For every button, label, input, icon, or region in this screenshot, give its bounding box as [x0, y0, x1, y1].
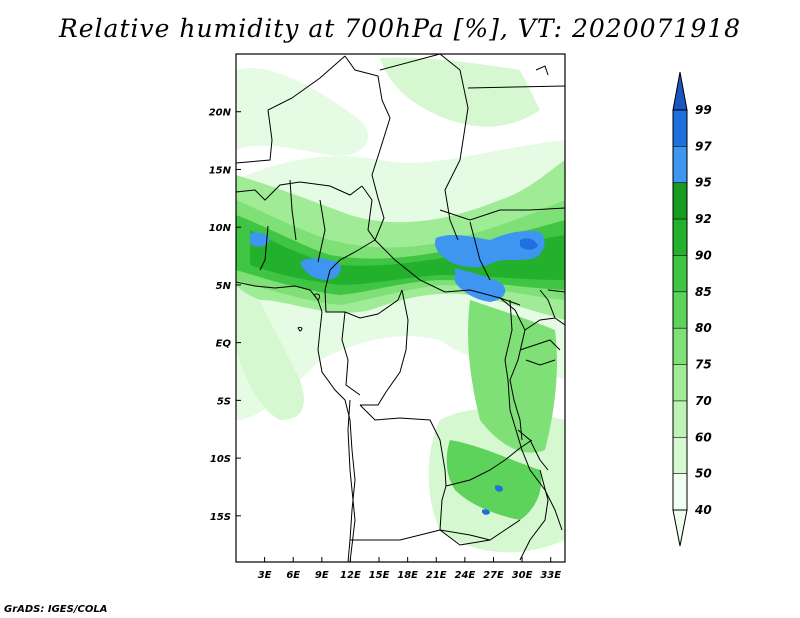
colorbar-label: 40 [694, 503, 712, 517]
lon-tick-label: 24E [454, 570, 475, 581]
colorbar-label: 97 [695, 139, 712, 153]
colorbar-segment [673, 437, 687, 474]
lat-tick-label: 15N [209, 165, 232, 176]
colorbar-label: 90 [695, 248, 712, 262]
grads-credit: GrADS: IGES/COLA [4, 604, 108, 615]
colorbar-label: 99 [695, 103, 712, 117]
country-borders [236, 54, 565, 562]
colorbar-label: 95 [695, 176, 712, 190]
colorbar-label: 92 [695, 212, 712, 226]
lon-tick-label: 15E [369, 570, 390, 581]
colorbar-segment [673, 182, 687, 220]
lat-tick-label: 5S [217, 396, 231, 407]
colorbar-segment [673, 400, 687, 438]
lon-tick-label: 12E [340, 570, 361, 581]
lon-tick-label: 6E [286, 570, 300, 581]
coastline [236, 65, 563, 562]
lon-tick-label: 18E [397, 570, 418, 581]
latitude-axis: 20N 15N 10N 5N EQ 5S 10S 15S [209, 108, 241, 523]
map-title: Relative humidity at 700hPa [%], VT: 202… [58, 14, 742, 43]
colorbar-segment [673, 473, 687, 510]
lat-tick-label: 15S [210, 512, 231, 523]
colorbar-segment [673, 328, 687, 365]
colorbar-label: 50 [695, 467, 712, 481]
lon-tick-label: 33E [540, 570, 561, 581]
colorbar-segment [673, 291, 687, 329]
colorbar-segment [673, 364, 687, 401]
colorbar-label: 85 [695, 285, 712, 299]
colorbar-label: 80 [695, 321, 712, 335]
lon-tick-label: 21E [426, 570, 447, 581]
lat-tick-label: 10S [210, 454, 231, 465]
colorbar: 40 50 60 70 75 80 85 90 92 95 97 99 [672, 71, 712, 547]
colorbar-label: 75 [695, 358, 712, 372]
colorbar-segment [673, 110, 687, 147]
lon-tick-label: 30E [512, 570, 533, 581]
colorbar-label: 60 [695, 430, 712, 444]
humidity-field [236, 54, 565, 562]
lon-tick-label: 9E [315, 570, 329, 581]
lat-tick-label: EQ [216, 339, 232, 350]
colorbar-segment [673, 255, 687, 292]
colorbar-low-arrow [672, 509, 688, 547]
colorbar-segment [673, 146, 687, 183]
colorbar-label: 70 [695, 394, 712, 408]
colorbar-segment [673, 219, 687, 256]
longitude-axis: 3E 6E 9E 12E 15E 18E 21E 24E 27E 30E 33E [258, 557, 561, 581]
map-frame [235, 53, 566, 563]
lat-tick-label: 10N [209, 223, 232, 234]
lat-tick-label: 5N [216, 281, 232, 292]
colorbar-high-arrow [672, 71, 688, 111]
lon-tick-label: 27E [483, 570, 504, 581]
lat-tick-label: 20N [209, 108, 232, 119]
lon-tick-label: 3E [258, 570, 272, 581]
